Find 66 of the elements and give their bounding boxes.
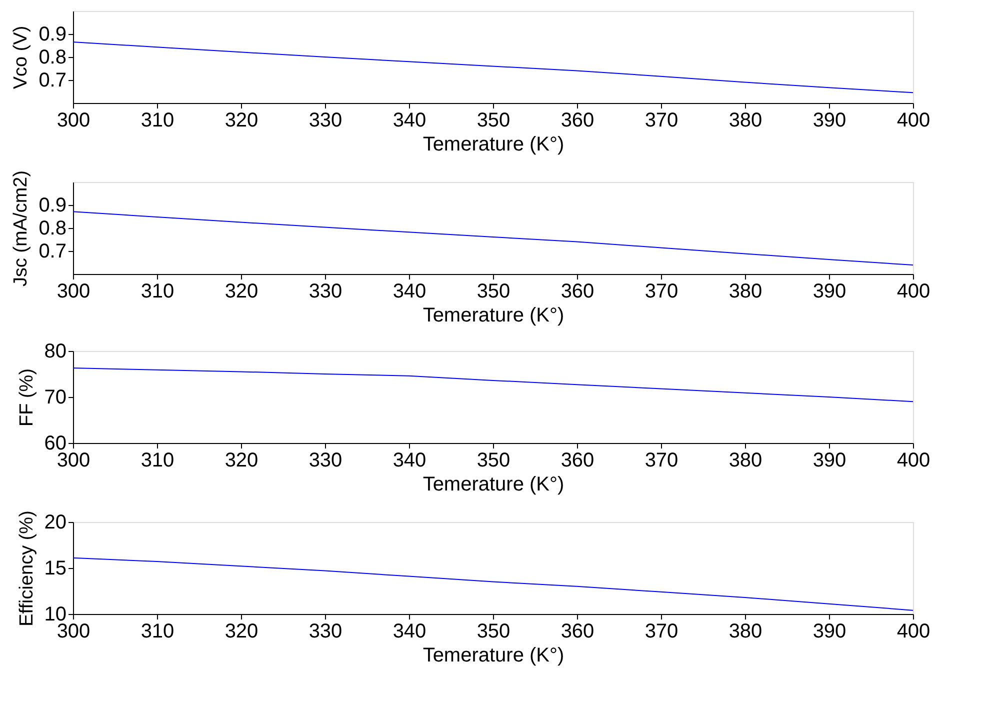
x-tick-label: 360 <box>560 620 594 642</box>
x-tick-label: 380 <box>728 280 762 302</box>
x-tick-label: 390 <box>812 450 846 472</box>
x-tick-label: 360 <box>560 280 594 302</box>
x-axis-title: Temerature (K°) <box>422 644 564 666</box>
x-tick-label: 330 <box>308 620 342 642</box>
y-tick-label: 20 <box>44 512 66 534</box>
line-series <box>72 42 914 94</box>
x-tick-label: 310 <box>140 110 174 132</box>
x-tick-label: 350 <box>476 450 510 472</box>
line-series <box>72 557 914 611</box>
x-tick-label: 400 <box>896 110 930 132</box>
x-tick-label: 350 <box>476 280 510 302</box>
x-tick-label: 350 <box>476 620 510 642</box>
x-tick-label: 340 <box>392 280 426 302</box>
x-axis-title: Temerature (K°) <box>422 304 564 326</box>
y-tick-label: 0.7 <box>38 70 66 92</box>
x-tick-label: 340 <box>392 110 426 132</box>
x-tick-label: 340 <box>392 450 426 472</box>
y-tick-label: 80 <box>44 340 66 362</box>
x-tick-label: 300 <box>56 110 90 132</box>
x-tick-label: 310 <box>140 620 174 642</box>
x-tick-label: 330 <box>308 280 342 302</box>
x-tick-label: 390 <box>812 110 846 132</box>
x-tick-label: 320 <box>224 450 258 472</box>
x-tick-label: 300 <box>56 280 90 302</box>
y-tick-label: 0.7 <box>38 240 66 262</box>
y-tick-label: 15 <box>44 558 66 580</box>
y-axis-title: FF (%) <box>16 368 38 427</box>
y-axis-title: Vco (V) <box>10 26 32 90</box>
x-tick-label: 340 <box>392 620 426 642</box>
x-tick-label: 310 <box>140 280 174 302</box>
y-axis-title: Efficiency (%) <box>16 510 38 626</box>
x-tick-label: 300 <box>56 450 90 472</box>
y-tick-label: 0.8 <box>38 46 66 68</box>
x-tick-label: 370 <box>644 450 678 472</box>
y-tick-label: 0.8 <box>38 218 66 240</box>
x-tick-label: 330 <box>308 110 342 132</box>
x-tick-label: 320 <box>224 110 258 132</box>
x-tick-label: 370 <box>644 280 678 302</box>
x-tick-label: 320 <box>224 280 258 302</box>
x-tick-label: 380 <box>728 620 762 642</box>
line-series <box>72 368 914 402</box>
x-tick-label: 390 <box>812 280 846 302</box>
x-axis-title: Temerature (K°) <box>422 134 564 156</box>
x-tick-label: 380 <box>728 450 762 472</box>
x-tick-label: 300 <box>56 620 90 642</box>
x-tick-label: 360 <box>560 110 594 132</box>
x-tick-label: 350 <box>476 110 510 132</box>
x-axis-title: Temerature (K°) <box>422 474 564 496</box>
x-tick-label: 370 <box>644 620 678 642</box>
x-tick-label: 380 <box>728 110 762 132</box>
y-tick-label: 70 <box>44 386 66 408</box>
line-series <box>72 211 914 266</box>
y-tick-label: 0.9 <box>38 24 66 46</box>
x-tick-label: 370 <box>644 110 678 132</box>
x-tick-label: 320 <box>224 620 258 642</box>
x-tick-label: 400 <box>896 620 930 642</box>
y-axis-title: Jsc (mA/cm2) <box>10 170 32 287</box>
x-tick-label: 330 <box>308 450 342 472</box>
x-tick-label: 360 <box>560 450 594 472</box>
y-tick-label: 0.9 <box>38 194 66 216</box>
x-tick-label: 390 <box>812 620 846 642</box>
x-tick-label: 400 <box>896 280 930 302</box>
x-tick-label: 310 <box>140 450 174 472</box>
x-tick-label: 400 <box>896 450 930 472</box>
